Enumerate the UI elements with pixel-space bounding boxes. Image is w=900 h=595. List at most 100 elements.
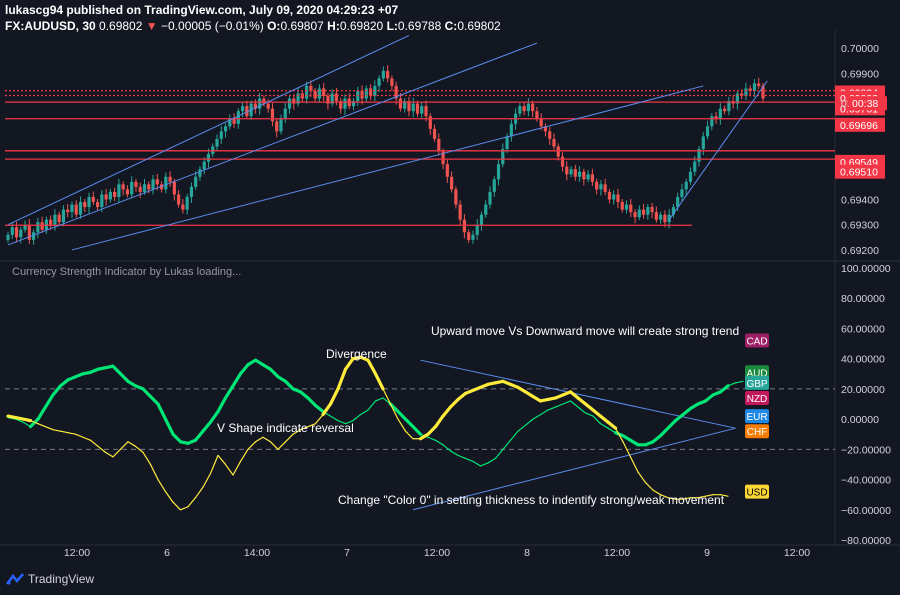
candle-body (198, 169, 202, 177)
candle-body (6, 234, 10, 240)
candle-body (667, 214, 671, 223)
candle-body (565, 166, 569, 175)
candle-body (142, 184, 147, 192)
usd-series-segment (112, 448, 122, 458)
usd-series-segment (704, 494, 714, 497)
aud-series-segment (449, 450, 459, 456)
aud-series-segment (313, 403, 325, 414)
candle-body (202, 161, 206, 170)
usd-series-segment (224, 463, 234, 476)
indicator-tick-label: −80.00000 (841, 535, 891, 547)
candle-body (330, 93, 334, 104)
countdown-text: 00:38 (852, 98, 878, 110)
candle-body (432, 128, 437, 139)
candle-body (117, 184, 121, 197)
candle-body (49, 219, 53, 225)
candle-body (420, 106, 424, 114)
candle-body (445, 164, 449, 177)
candle-body (646, 207, 650, 215)
aud-series-segment (268, 367, 280, 379)
candle-body (368, 88, 373, 97)
candle-body (87, 196, 91, 208)
usd-series-segment (667, 497, 677, 500)
candle-body (710, 116, 714, 127)
candle-body (57, 214, 61, 223)
open-value: 0.69807 (280, 19, 324, 33)
channel-line (668, 80, 768, 220)
usd-series-segment (292, 429, 302, 435)
usd-series-segment (269, 441, 279, 450)
usd-tag-box (745, 484, 769, 499)
usd-series-segment (74, 433, 84, 438)
usd-series-segment (583, 402, 595, 412)
candle-body (462, 219, 467, 233)
candle-body (23, 224, 27, 230)
candle-body (535, 111, 539, 119)
aud-series-segment (208, 409, 220, 424)
aud-series-segment (171, 432, 183, 444)
candle-body (496, 164, 501, 180)
eur-tag-box (745, 409, 769, 424)
candle-body (185, 196, 189, 210)
candle-body (676, 196, 680, 208)
candle-body (509, 123, 513, 137)
candle-body (586, 174, 590, 180)
aud-series-segment (539, 409, 549, 416)
aud-series-segment (396, 409, 408, 421)
aud-series-segment (509, 430, 519, 441)
candle-body (744, 88, 748, 97)
aud-series-segment (382, 397, 392, 405)
aud-series-segment (359, 409, 369, 416)
tradingview-logo-icon (6, 573, 24, 585)
usd-series-segment (134, 445, 144, 453)
usd-series-segment (142, 451, 152, 466)
aud-series-segment (51, 384, 63, 397)
candle-body (633, 212, 637, 218)
candle-body (296, 93, 300, 104)
time-tick-label: 6 (164, 547, 170, 559)
publish-text: lukascg94 published on TradingView.com, … (5, 3, 399, 17)
indicator-tick-label: 20.00000 (841, 384, 885, 396)
usd-series-segment (336, 367, 348, 391)
aud-series-segment (216, 396, 228, 414)
candle-body (317, 88, 321, 99)
aud-series-segment (734, 380, 744, 384)
usd-series-segment (307, 423, 317, 428)
candle-body (155, 179, 159, 185)
time-tick-label: 12:00 (604, 547, 630, 559)
aud-series-segment (554, 403, 564, 408)
aud-series-segment (329, 415, 339, 422)
candle-body (206, 154, 211, 162)
candle-body (735, 93, 740, 104)
usd-series-segment (441, 405, 453, 418)
aud-series-segment (562, 400, 572, 405)
nzd-tag-box (745, 390, 769, 405)
candle-body (454, 189, 458, 205)
usd-series-segment (629, 456, 639, 473)
candle-body (292, 98, 296, 104)
usd-series-segment (262, 436, 272, 443)
aud-series-segment (58, 378, 70, 388)
close-value: 0.69802 (457, 19, 501, 33)
usd-series-segment (404, 430, 414, 440)
usd-series-segment (622, 441, 632, 458)
indicator-tick-label: −20.00000 (841, 444, 891, 456)
aud-series-segment (403, 417, 415, 429)
aud-series-segment (524, 418, 534, 426)
aud-series-segment (223, 384, 235, 400)
usd-series-segment (172, 501, 182, 511)
usd-series-segment (433, 414, 445, 429)
candle-body (543, 126, 548, 132)
aud-series-segment (599, 423, 609, 429)
candle-body (488, 191, 492, 205)
aud-series-segment (681, 406, 693, 417)
countdown-prefix: 0. (841, 98, 850, 110)
time-tick-label: 12:00 (784, 547, 810, 559)
candle-body (697, 149, 701, 162)
aud-series-segment (532, 413, 542, 420)
candle-body (343, 98, 347, 109)
indicator-tick-label: −40.00000 (841, 475, 891, 487)
candle-body (177, 194, 181, 205)
candle-body (680, 189, 684, 197)
